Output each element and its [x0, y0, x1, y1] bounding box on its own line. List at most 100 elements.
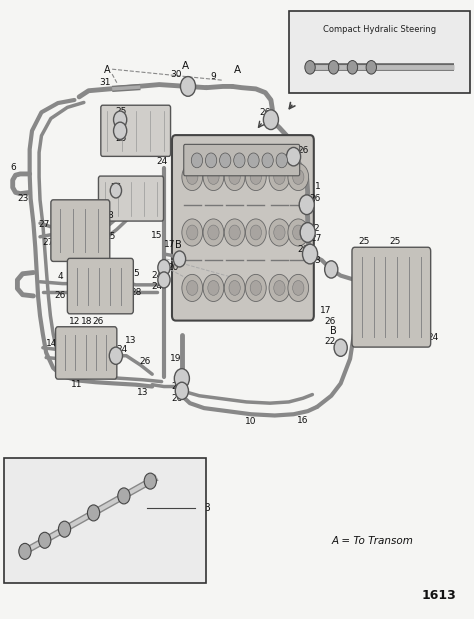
Text: 8: 8 [107, 210, 113, 220]
Circle shape [87, 505, 100, 521]
Text: 24: 24 [156, 157, 167, 166]
FancyBboxPatch shape [99, 176, 164, 221]
Text: 26: 26 [171, 394, 182, 404]
FancyBboxPatch shape [51, 200, 110, 261]
Text: 6: 6 [10, 163, 16, 172]
Text: 25: 25 [389, 237, 401, 246]
Circle shape [182, 163, 202, 191]
Circle shape [224, 274, 245, 301]
Circle shape [302, 244, 318, 264]
Text: 7: 7 [334, 347, 340, 356]
Circle shape [208, 225, 219, 240]
FancyBboxPatch shape [55, 327, 117, 379]
Circle shape [274, 170, 285, 184]
Text: 25: 25 [171, 382, 182, 391]
Circle shape [58, 521, 71, 537]
Circle shape [182, 219, 202, 246]
Text: 26: 26 [297, 245, 309, 254]
FancyBboxPatch shape [67, 258, 133, 314]
Text: 24: 24 [427, 333, 438, 342]
Circle shape [158, 272, 170, 288]
Text: A: A [233, 66, 241, 76]
Text: 21: 21 [19, 530, 31, 539]
Text: 31: 31 [100, 78, 111, 87]
Circle shape [286, 147, 301, 166]
Circle shape [208, 280, 219, 295]
Text: A: A [104, 66, 111, 76]
Text: 25: 25 [104, 232, 116, 241]
Circle shape [276, 153, 287, 168]
Text: A: A [182, 61, 189, 71]
Circle shape [264, 110, 278, 129]
Text: Compact Hydralic Steering: Compact Hydralic Steering [323, 25, 436, 34]
Circle shape [118, 488, 130, 504]
Circle shape [187, 170, 198, 184]
Text: 27: 27 [310, 234, 322, 243]
Text: 24: 24 [116, 345, 127, 354]
Circle shape [288, 274, 309, 301]
Text: 19: 19 [170, 354, 182, 363]
Circle shape [300, 223, 315, 242]
Text: 5: 5 [133, 269, 138, 279]
Text: 11: 11 [71, 380, 82, 389]
Text: 13: 13 [125, 336, 137, 345]
Text: 28: 28 [130, 288, 141, 297]
Circle shape [114, 122, 127, 139]
Circle shape [292, 170, 304, 184]
Circle shape [229, 280, 240, 295]
Text: 27: 27 [38, 220, 49, 229]
Circle shape [109, 347, 122, 365]
Circle shape [250, 280, 262, 295]
Text: 25: 25 [62, 206, 73, 215]
Text: 25: 25 [88, 294, 99, 303]
Text: 26: 26 [309, 194, 320, 203]
Circle shape [191, 153, 202, 168]
Text: 3: 3 [314, 256, 320, 265]
Circle shape [203, 219, 224, 246]
Text: 26: 26 [297, 146, 309, 155]
Circle shape [110, 183, 121, 198]
Text: 12: 12 [69, 318, 80, 326]
Text: 26: 26 [139, 357, 151, 366]
Text: 26: 26 [325, 318, 336, 326]
Circle shape [205, 153, 217, 168]
Circle shape [269, 219, 290, 246]
Circle shape [187, 280, 198, 295]
Text: 1: 1 [315, 182, 321, 191]
FancyBboxPatch shape [4, 458, 206, 583]
Circle shape [234, 153, 245, 168]
Text: 25: 25 [358, 237, 370, 246]
Circle shape [299, 195, 314, 215]
Text: 25: 25 [115, 106, 126, 116]
Text: 18: 18 [43, 490, 54, 499]
Circle shape [334, 339, 347, 357]
Circle shape [144, 473, 156, 489]
Circle shape [174, 369, 190, 388]
Text: 24: 24 [151, 282, 163, 290]
Circle shape [328, 61, 339, 74]
Circle shape [366, 61, 376, 74]
Text: 23: 23 [17, 194, 28, 203]
Text: B: B [175, 240, 182, 251]
Circle shape [19, 543, 31, 560]
Circle shape [208, 170, 219, 184]
Circle shape [250, 170, 262, 184]
Circle shape [288, 163, 309, 191]
Circle shape [181, 77, 196, 97]
Circle shape [305, 61, 315, 74]
Circle shape [248, 153, 259, 168]
Circle shape [269, 274, 290, 301]
Text: 26: 26 [69, 371, 80, 381]
Text: 25: 25 [111, 183, 122, 192]
FancyBboxPatch shape [184, 144, 300, 176]
Circle shape [229, 170, 240, 184]
Text: 9: 9 [210, 72, 216, 81]
Text: 15: 15 [151, 231, 163, 240]
Text: A = To Transom: A = To Transom [331, 535, 413, 545]
FancyBboxPatch shape [172, 135, 314, 321]
Text: 26: 26 [260, 108, 271, 117]
Text: 16: 16 [297, 416, 309, 425]
Circle shape [246, 219, 266, 246]
Text: 25: 25 [88, 269, 99, 279]
FancyBboxPatch shape [101, 105, 171, 157]
